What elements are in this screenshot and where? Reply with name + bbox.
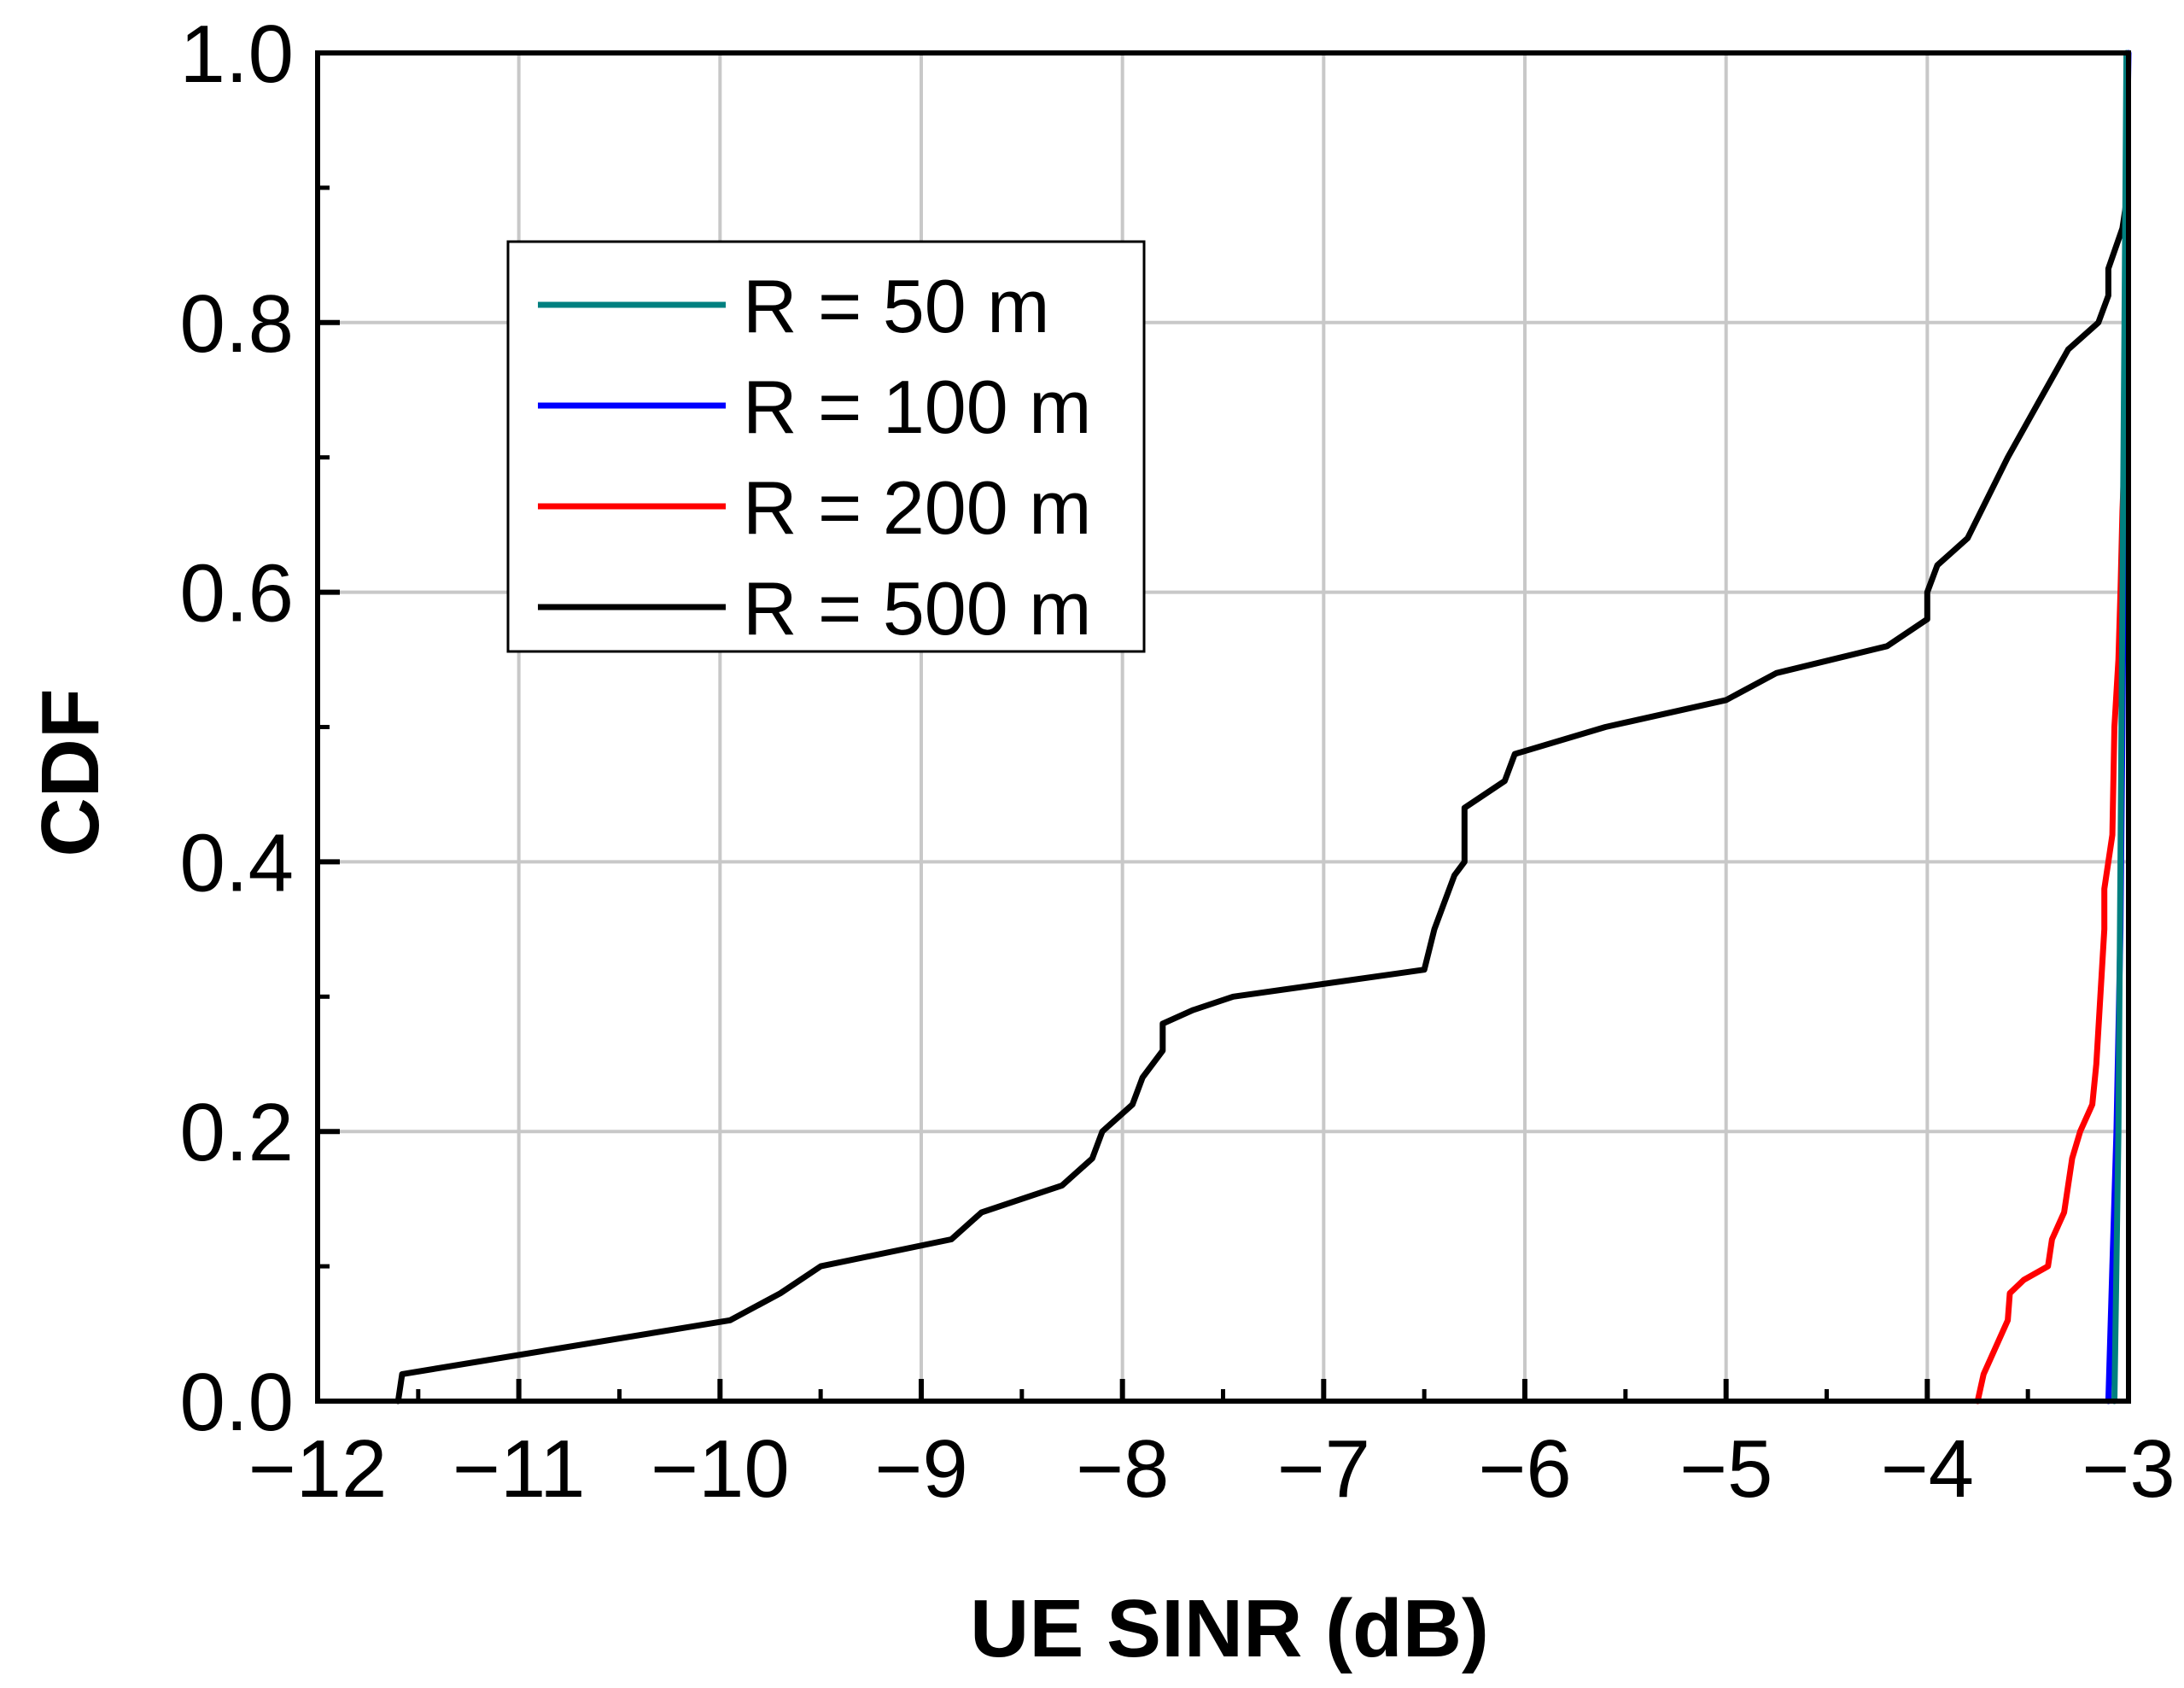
x-tick-label: −7 xyxy=(1277,1423,1370,1515)
x-axis-title: UE SINR (dB) xyxy=(970,1583,1489,1674)
legend-label: R = 50 m xyxy=(743,264,1049,348)
x-tick-label: −5 xyxy=(1679,1423,1772,1515)
x-tick-labels: −12 −11 −10 −9 −8 −7 −6 −5 −4 −3 xyxy=(248,1423,2175,1515)
legend-label: R = 100 m xyxy=(743,365,1091,449)
series-line-3 xyxy=(394,198,2130,1405)
legend-box xyxy=(506,240,1146,653)
x-tick-label: −3 xyxy=(2082,1423,2175,1515)
legend-label: R = 200 m xyxy=(743,465,1091,550)
axis-ticks xyxy=(315,50,2131,1404)
x-tick-label: −9 xyxy=(874,1423,967,1515)
x-tick-label: −11 xyxy=(453,1423,586,1515)
legend-label: R = 500 m xyxy=(743,566,1091,651)
y-tick-label: 0.0 xyxy=(180,1357,294,1448)
legend: R = 50 m R = 100 m R = 200 m R = 500 m xyxy=(506,240,1146,653)
series-line-2 xyxy=(1974,454,2128,1405)
y-tick-label: 1.0 xyxy=(180,9,294,100)
x-tick-label: −8 xyxy=(1076,1423,1169,1515)
y-tick-label: 0.2 xyxy=(180,1087,294,1178)
y-tick-label: 0.8 xyxy=(180,278,294,370)
x-tick-label: −4 xyxy=(1881,1423,1974,1515)
y-tick-labels: 0.0 0.2 0.4 0.6 0.8 1.0 xyxy=(180,9,294,1448)
y-axis-title: CDF xyxy=(25,688,116,856)
series-line-0 xyxy=(2111,50,2130,1405)
y-tick-label: 0.4 xyxy=(180,817,294,908)
x-tick-label: −12 xyxy=(248,1423,388,1515)
x-tick-label: −6 xyxy=(1478,1423,1571,1515)
x-tick-label: −10 xyxy=(651,1423,790,1515)
y-tick-label: 0.6 xyxy=(180,548,294,640)
